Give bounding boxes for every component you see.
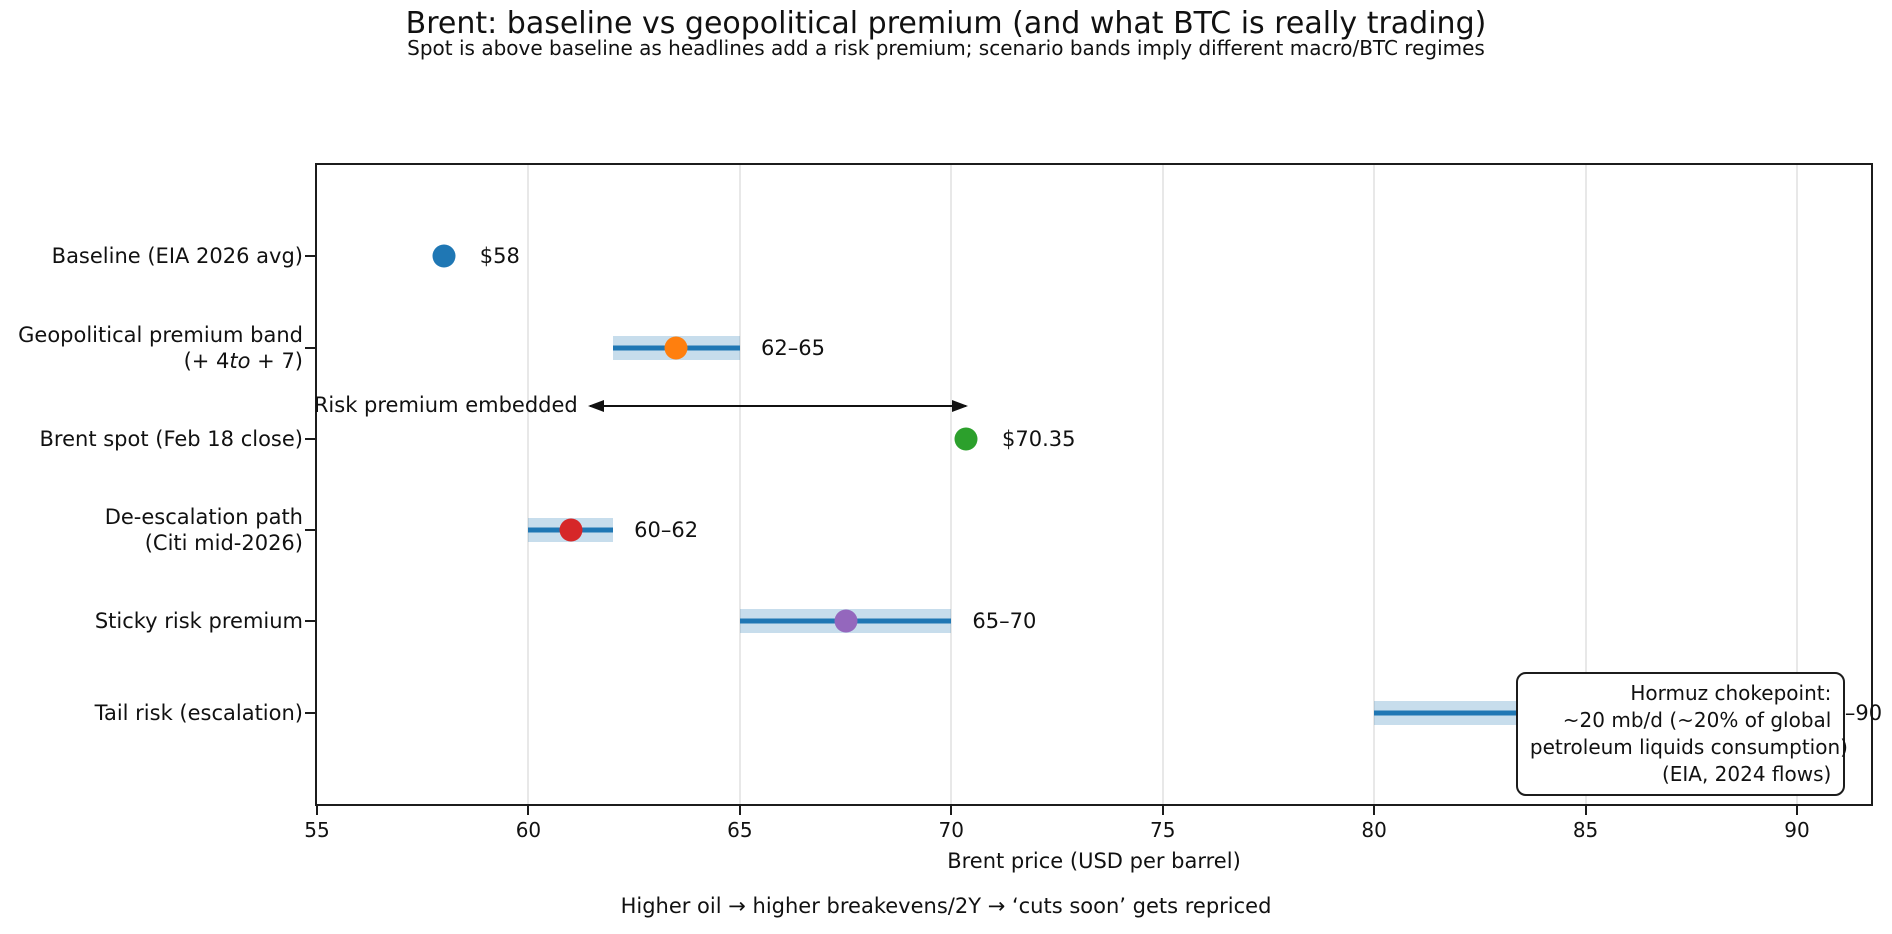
y-category-text: + 7) xyxy=(250,348,303,373)
y-axis-tick xyxy=(305,620,315,623)
gridline xyxy=(1584,165,1587,804)
footer-note: Higher oil → higher breakevens/2Y → ‘cut… xyxy=(620,894,1272,918)
data-point-dot xyxy=(432,244,456,268)
hormuz-note-box: Hormuz chokepoint: ~20 mb/d (~20% of glo… xyxy=(1515,672,1848,797)
x-tick-label: 55 xyxy=(304,818,330,842)
x-axis-label: Brent price (USD per barrel) xyxy=(947,849,1241,873)
y-category-text: to xyxy=(229,348,251,373)
y-category-text: (+ 4 xyxy=(183,348,230,373)
gridline xyxy=(1373,165,1376,804)
value-annotation: 60–62 xyxy=(634,518,699,543)
chart-subtitle: Spot is above baseline as headlines add … xyxy=(407,36,1485,60)
x-axis-tick xyxy=(1796,806,1798,815)
gridline xyxy=(1161,165,1164,804)
gridline xyxy=(950,165,953,804)
y-category-line: Brent spot (Feb 18 close) xyxy=(40,426,303,452)
value-annotation: 65–70 xyxy=(972,609,1037,634)
data-point-dot xyxy=(559,518,583,542)
x-axis-tick xyxy=(1373,806,1376,815)
x-tick-label: 75 xyxy=(1149,818,1176,842)
y-category-text: Brent spot (Feb 18 close) xyxy=(39,426,303,451)
y-category-label: Sticky risk premium xyxy=(95,608,303,634)
y-category-text: Geopolitical premium band xyxy=(18,322,303,347)
x-tick-label: 70 xyxy=(938,818,965,842)
x-axis-tick xyxy=(527,806,530,815)
x-axis-tick xyxy=(1584,806,1587,815)
note-line: (EIA, 2024 flows) xyxy=(1661,762,1832,787)
y-category-line: (Citi mid-2026) xyxy=(105,530,303,556)
y-axis-tick xyxy=(305,255,315,258)
y-axis-tick xyxy=(305,711,315,714)
x-axis-tick xyxy=(1161,806,1164,815)
y-category-text: (Citi mid-2026) xyxy=(144,531,303,556)
y-category-text: Tail risk (escalation) xyxy=(94,700,303,725)
y-category-label: Tail risk (escalation) xyxy=(95,700,303,726)
y-axis-tick xyxy=(305,529,315,532)
value-annotation: 62–65 xyxy=(761,335,825,360)
y-category-line: (+ 4to + 7) xyxy=(18,348,303,374)
x-axis-tick xyxy=(316,806,318,815)
gridline xyxy=(738,165,741,804)
y-category-line: Sticky risk premium xyxy=(95,608,303,634)
x-tick-label: 65 xyxy=(727,818,753,842)
x-tick-label: 80 xyxy=(1361,818,1387,842)
note-line: petroleum liquids consumption) xyxy=(1529,735,1848,760)
x-axis-tick xyxy=(738,806,741,815)
note-line: Hormuz chokepoint: xyxy=(1630,681,1832,706)
plot-area: Risk premium embedded Hormuz chokepoint:… xyxy=(18,163,1882,842)
gridline xyxy=(1796,165,1798,804)
y-category-line: Baseline (EIA 2026 avg) xyxy=(52,243,303,269)
value-annotation: $70.35 xyxy=(1002,426,1076,451)
risk-premium-arrow-label: Risk premium embedded xyxy=(313,393,578,418)
y-category-label: Brent spot (Feb 18 close) xyxy=(40,426,303,452)
y-category-label: Baseline (EIA 2026 avg) xyxy=(52,243,303,269)
data-point-dot xyxy=(834,609,858,633)
note-line: ~20 mb/d (~20% of global xyxy=(1562,708,1832,733)
chart-title: Brent: baseline vs geopolitical premium … xyxy=(405,6,1487,41)
x-axis-tick xyxy=(950,806,953,815)
y-axis-tick xyxy=(305,437,315,440)
gridline xyxy=(527,165,530,804)
x-tick-label: 90 xyxy=(1784,818,1810,842)
y-category-line: De-escalation path xyxy=(105,504,303,530)
y-category-text: Baseline (EIA 2026 avg) xyxy=(51,244,303,269)
y-category-label: Geopolitical premium band (+ 4to + 7) xyxy=(18,322,303,374)
x-tick-label: 60 xyxy=(515,818,542,842)
data-point-dot xyxy=(954,427,978,451)
y-category-label: De-escalation path (Citi mid-2026) xyxy=(105,504,303,556)
risk-premium-arrow xyxy=(589,405,967,408)
y-category-text: Sticky risk premium xyxy=(94,609,303,634)
y-axis-tick xyxy=(305,346,315,349)
x-tick-label: 85 xyxy=(1572,818,1599,842)
value-annotation: $58 xyxy=(479,244,520,269)
y-category-text: De-escalation path xyxy=(104,505,303,530)
data-point-dot xyxy=(664,336,688,360)
y-category-line: Geopolitical premium band xyxy=(18,322,303,348)
y-category-line: Tail risk (escalation) xyxy=(95,700,303,726)
